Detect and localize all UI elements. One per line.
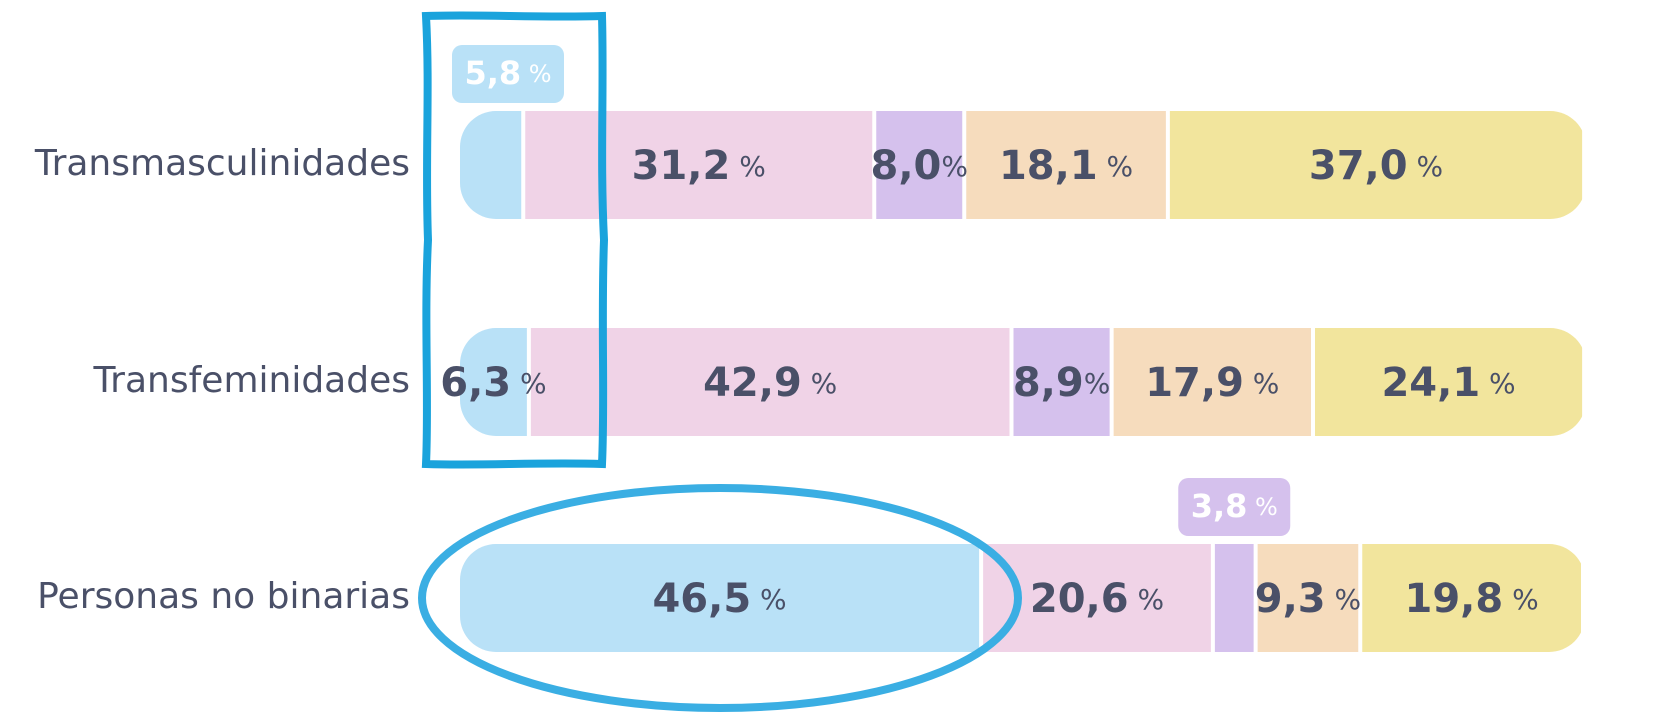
bar-segment (876, 111, 963, 219)
category-label: Personas no binarias (37, 576, 410, 617)
value-label: 20,6 % (1030, 576, 1164, 622)
value-label: 37,0 % (1309, 143, 1443, 189)
bar-row (460, 111, 1583, 219)
value-label: 17,9 % (1145, 360, 1279, 406)
value-label: 24,1 % (1381, 360, 1515, 406)
bar-segment (525, 111, 873, 219)
bar-row (460, 328, 1583, 436)
bar-segment (460, 328, 527, 436)
label-badge (452, 45, 564, 103)
highlight-rectangle (421, 11, 609, 469)
category-label: Transmasculinidades (34, 143, 410, 184)
bar-segment (1362, 544, 1581, 652)
bar-segment (460, 544, 980, 652)
highlight-ellipse (418, 484, 1022, 712)
bar-segment (1214, 544, 1254, 652)
bar-row (460, 544, 1581, 652)
value-label: 8,0% (871, 143, 968, 189)
value-label: 3,8 % (1191, 487, 1278, 525)
bar-segment (966, 111, 1166, 219)
bar-segment (1169, 111, 1583, 219)
label-badge (1178, 478, 1291, 536)
category-label: Transfeminidades (92, 360, 410, 401)
value-label: 9,3 % (1255, 576, 1361, 622)
bar-segment (1257, 544, 1359, 652)
value-label: 42,9 % (703, 360, 837, 406)
bar-segment (530, 328, 1010, 436)
value-label: 19,8 % (1405, 576, 1539, 622)
bar-segment (460, 111, 522, 219)
value-label: 46,5 % (652, 576, 786, 622)
value-label: 6,3 % (440, 360, 546, 406)
bar-segment (1113, 328, 1311, 436)
value-label: 18,1 % (999, 143, 1133, 189)
value-label: 31,2 % (632, 143, 766, 189)
value-label: 8,9% (1013, 360, 1110, 406)
bars: Transmasculinidades 5,8 % 31,2 % 8,0% 18,1 %… (34, 45, 1583, 652)
bar-segment (1013, 328, 1110, 436)
bar-segment (1315, 328, 1583, 436)
value-label: 5,8 % (464, 54, 551, 92)
